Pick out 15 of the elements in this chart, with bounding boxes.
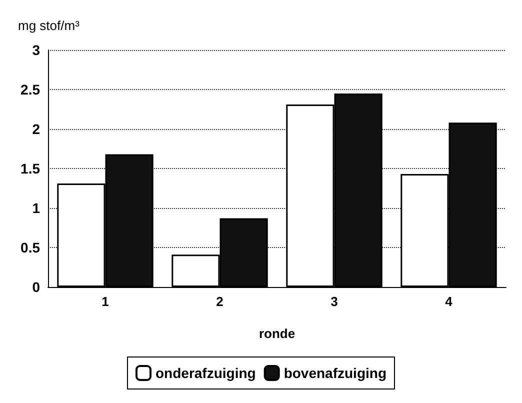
y-tick-label: 2.5 [20,82,40,98]
x-tick-label: 2 [216,294,224,309]
legend-label: onderafzuiging [156,365,256,381]
x-axis-title: ronde [258,326,296,341]
y-tick-label: 2 [32,121,40,137]
y-tick-label: 1 [32,200,40,216]
legend-label: bovenafzuiging [284,365,387,381]
y-tick-label: 0 [32,279,40,295]
x-tick-label: 3 [330,294,338,309]
x-tick-label: 4 [445,294,454,309]
y-axis-title: mg stof/m³ [18,18,80,33]
x-tick-label: 1 [102,294,109,309]
y-tick-label: 3 [32,42,40,58]
y-tick-label: 1.5 [20,160,40,176]
y-tick-label: 0.5 [20,240,40,256]
